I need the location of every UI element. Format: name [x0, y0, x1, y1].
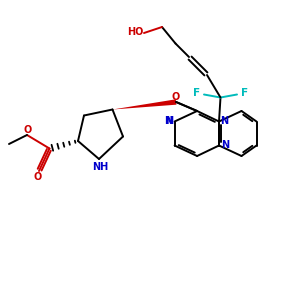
Text: F: F [241, 88, 248, 98]
Text: O: O [33, 172, 42, 182]
Text: HO: HO [128, 27, 144, 37]
Text: NH: NH [92, 161, 109, 172]
Text: O: O [171, 92, 180, 103]
Polygon shape [112, 99, 176, 110]
Text: O: O [23, 124, 32, 135]
Text: F: F [193, 88, 200, 98]
Text: N: N [220, 116, 229, 127]
Text: N: N [221, 140, 230, 150]
Text: N: N [164, 116, 172, 126]
Text: N: N [165, 116, 173, 127]
